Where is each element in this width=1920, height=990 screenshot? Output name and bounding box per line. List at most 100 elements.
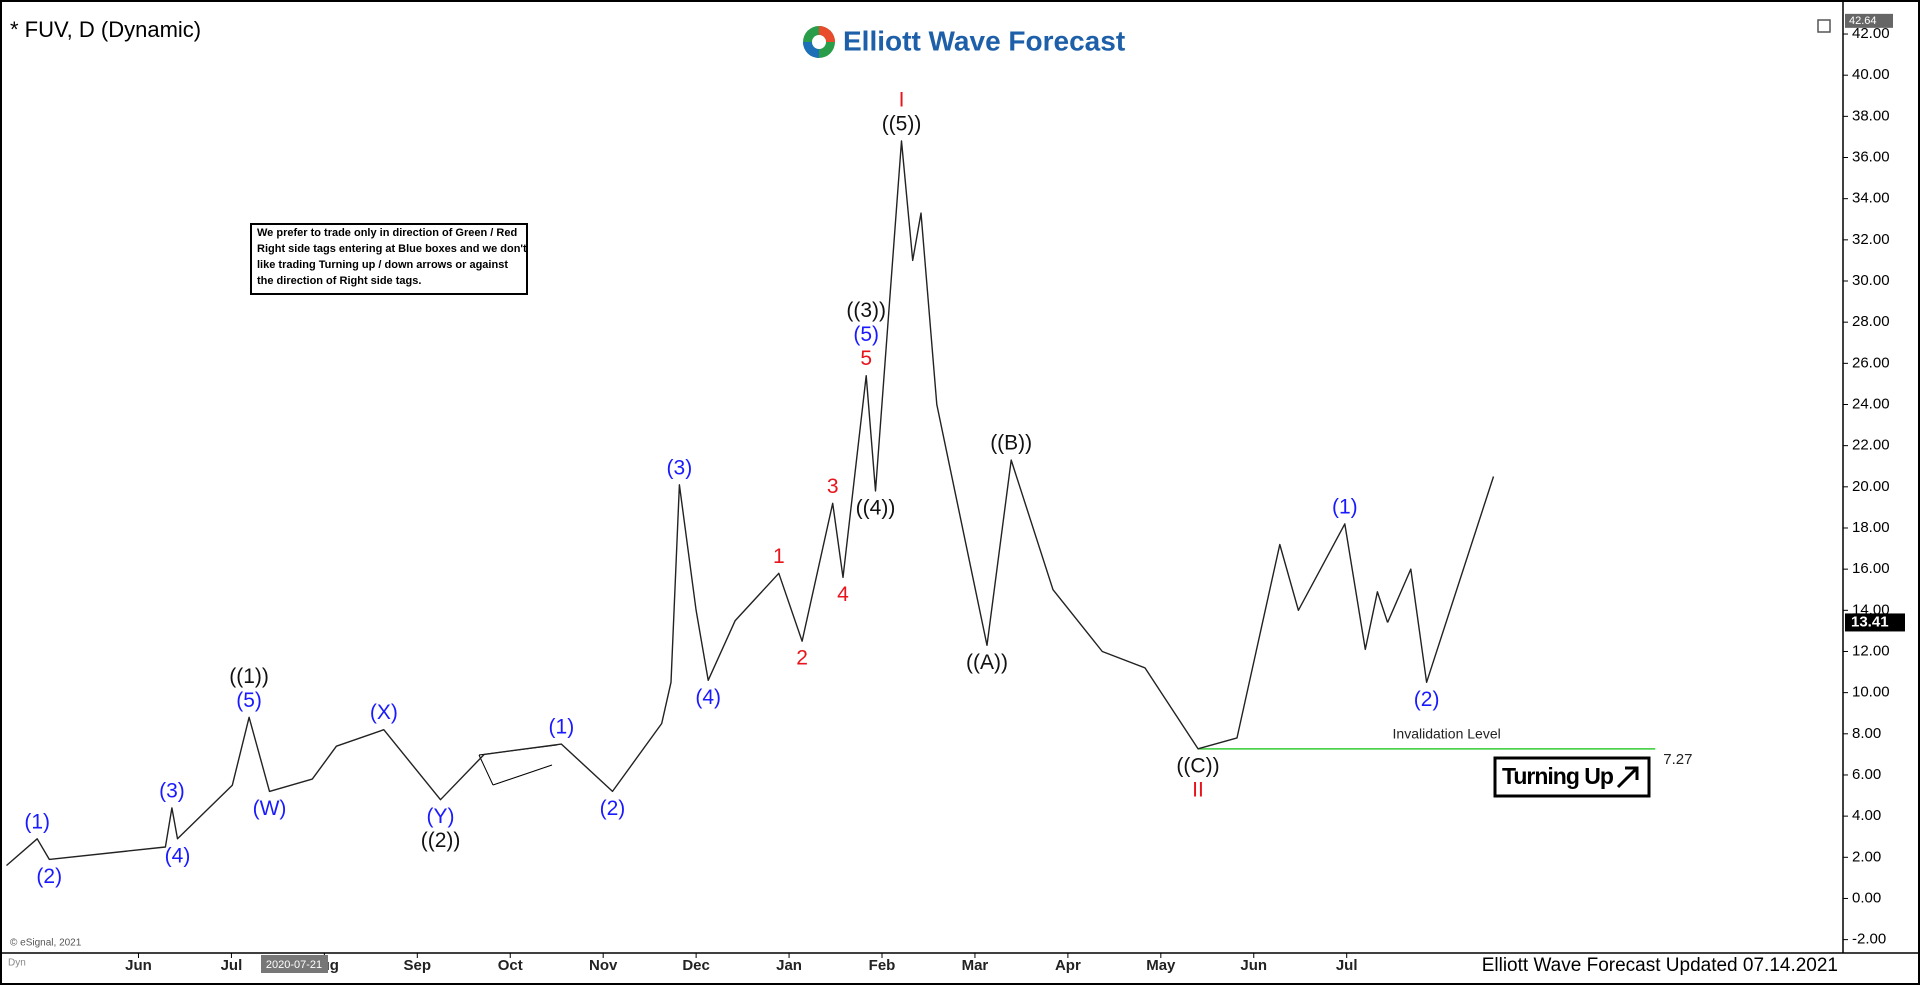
y-tick-label: 22.00	[1852, 437, 1890, 454]
logo-part	[803, 42, 819, 58]
wave-label: (Y)	[427, 805, 455, 828]
logo-part	[819, 26, 835, 42]
wave-label: 2	[796, 647, 808, 670]
x-tick-label: May	[1146, 957, 1176, 974]
wave-label: ((2))	[421, 829, 461, 852]
y-tick-label: 4.00	[1852, 807, 1881, 824]
y-tick-label: 8.00	[1852, 725, 1881, 742]
wave-label: (1)	[24, 810, 50, 833]
wave-label: 4	[837, 583, 849, 606]
last-price-box	[1845, 613, 1905, 632]
wave-label: 3	[827, 475, 839, 498]
wave-label: II	[1192, 778, 1204, 801]
y-tick-label: 36.00	[1852, 148, 1890, 165]
y-tick-label: 26.00	[1852, 354, 1890, 371]
wave-label: (4)	[165, 844, 191, 867]
wave-label: ((B))	[990, 432, 1032, 455]
y-tick-label: 10.00	[1852, 684, 1890, 701]
x-tick-label: Mar	[962, 957, 989, 974]
logo-center	[812, 35, 826, 49]
y-tick-label: 18.00	[1852, 519, 1890, 536]
invalidation-value: 7.27	[1663, 751, 1692, 768]
wave-label: ((A))	[966, 651, 1008, 674]
wave-label: (2)	[600, 797, 626, 820]
y-tick-label: 32.00	[1852, 231, 1890, 248]
x-tick-label: Feb	[869, 957, 896, 974]
note-box: We prefer to trade only in direction of …	[250, 223, 528, 295]
note-line: the direction of Right side tags.	[257, 275, 421, 287]
wave-label: (4)	[695, 686, 721, 709]
wave-label: ((4))	[856, 496, 896, 519]
wave-label: (5)	[236, 689, 262, 712]
y-tick-label: 20.00	[1852, 478, 1890, 495]
y-tick-label: 6.00	[1852, 766, 1881, 783]
window-icon	[1817, 19, 1831, 33]
x-tick-label: Dec	[682, 957, 710, 974]
x-tick-label: Jun	[1240, 957, 1267, 974]
wave-label: ((C))	[1176, 754, 1219, 777]
signal-arrow	[1616, 766, 1639, 789]
footer: Elliott Wave Forecast Updated 07.14.2021	[1482, 955, 1838, 976]
high-tag-box	[1845, 13, 1893, 28]
x-tick-label: Oct	[498, 957, 523, 974]
high-tag: 42.64	[1849, 15, 1877, 27]
y-tick-label: 2.00	[1852, 848, 1881, 865]
x-tick-label: Jul	[1336, 957, 1358, 974]
note-line: We prefer to trade only in direction of …	[257, 227, 517, 239]
x-tick-label: Jan	[776, 957, 802, 974]
pattern-line	[492, 764, 553, 786]
pattern-line	[478, 754, 494, 786]
x-tick-label: Sep	[404, 957, 432, 974]
cursor-label-box	[261, 955, 328, 973]
wave-label: 1	[773, 545, 785, 568]
x-tick-label: Jun	[125, 957, 152, 974]
chart-title: * FUV, D (Dynamic)	[10, 17, 201, 42]
price-line	[1386, 476, 1495, 683]
y-tick-label: 38.00	[1852, 107, 1890, 124]
wave-label: (3)	[159, 779, 185, 802]
wave-label: (1)	[1332, 495, 1358, 518]
wave-label: ((3))	[846, 299, 886, 322]
y-tick-label: -2.00	[1852, 931, 1886, 948]
signal-frame	[1493, 756, 1651, 798]
note-line: like trading Turning up / down arrows or…	[257, 259, 508, 271]
x-tick-label: Apr	[1055, 957, 1081, 974]
y-tick-label: 34.00	[1852, 190, 1890, 207]
y-tick-label: 30.00	[1852, 272, 1890, 289]
brand-name: Elliott Wave Forecast	[843, 25, 1125, 56]
wave-label: 5	[860, 347, 872, 370]
last-price: 13.41	[1851, 613, 1889, 630]
source: © eSignal, 2021	[10, 938, 82, 949]
signal-text: Turning Up	[1502, 763, 1614, 789]
wave-label: (5)	[853, 323, 879, 346]
wave-label: (3)	[667, 456, 693, 479]
note-line: Right side tags entering at Blue boxes a…	[257, 243, 527, 255]
wave-label: I	[899, 89, 905, 112]
x-tick-label: Jul	[221, 957, 243, 974]
wave-label: ((5))	[882, 113, 922, 136]
wave-label: (2)	[1414, 688, 1440, 711]
invalidation-label: Invalidation Level	[1393, 726, 1501, 742]
signal-box: Turning Up	[1493, 756, 1651, 798]
price-line	[6, 140, 1389, 867]
y-tick-label: 0.00	[1852, 889, 1881, 906]
mode-label: Dyn	[8, 958, 26, 969]
wave-label: (1)	[549, 716, 575, 739]
y-tick-label: 24.00	[1852, 395, 1890, 412]
y-tick-label: 40.00	[1852, 66, 1890, 83]
wave-label: ((1))	[229, 665, 269, 688]
y-tick-label: 12.00	[1852, 642, 1890, 659]
wave-label: (X)	[370, 701, 398, 724]
brand-logo: Elliott Wave Forecast	[803, 25, 1125, 58]
cursor-label: 2020-07-21	[266, 959, 322, 971]
wave-label: (W)	[253, 797, 287, 820]
wave-label: (2)	[36, 865, 62, 888]
note-frame	[250, 223, 528, 295]
x-tick-label: Nov	[589, 957, 618, 974]
y-tick-label: 16.00	[1852, 560, 1890, 577]
y-tick-label: 42.00	[1852, 25, 1890, 42]
y-tick-label: 28.00	[1852, 313, 1890, 330]
